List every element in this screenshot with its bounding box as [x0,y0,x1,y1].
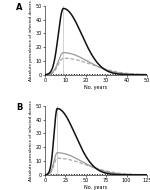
Y-axis label: Absolute prevalence of infected donors: Absolute prevalence of infected donors [29,100,33,181]
Text: B: B [16,103,23,112]
X-axis label: No. years: No. years [84,85,108,90]
X-axis label: No. years: No. years [84,185,108,190]
Text: A: A [16,3,23,12]
Y-axis label: Absolute prevalence of infected donors: Absolute prevalence of infected donors [29,0,33,81]
